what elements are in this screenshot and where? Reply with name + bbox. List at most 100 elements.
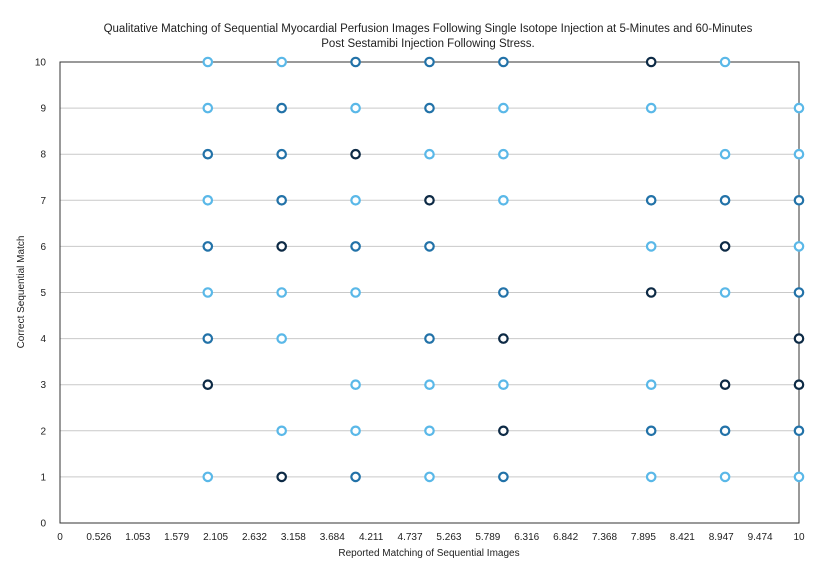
data-point (719, 471, 731, 483)
x-tick-label: 2.632 (242, 532, 267, 543)
data-point (719, 379, 731, 390)
y-tick-label: 6 (40, 242, 46, 253)
data-point (719, 195, 731, 206)
x-tick-label: 1.579 (164, 532, 189, 543)
data-point (276, 287, 287, 298)
y-tick-label: 2 (40, 426, 46, 437)
x-tick-label: 5.263 (436, 532, 461, 543)
data-point (276, 56, 287, 68)
x-tick-label: 8.421 (670, 532, 695, 543)
x-tick-label: 5.789 (475, 532, 500, 543)
x-tick-label: 0 (57, 532, 63, 543)
data-point (645, 287, 657, 298)
x-tick-label: 4.737 (398, 532, 423, 543)
data-point (424, 102, 435, 114)
data-point (276, 241, 287, 252)
data-point (202, 471, 214, 483)
data-point (202, 195, 214, 206)
x-tick-label: 6.842 (553, 532, 578, 543)
data-point (793, 241, 805, 252)
data-point (350, 148, 361, 160)
data-point (424, 333, 435, 344)
data-point (350, 425, 361, 437)
data-point (645, 425, 657, 437)
data-point (719, 148, 731, 160)
data-point (793, 425, 805, 437)
data-point (793, 287, 805, 298)
data-point (719, 241, 731, 252)
data-point (645, 471, 657, 483)
data-point (719, 287, 731, 298)
y-tick-label: 1 (40, 472, 46, 483)
x-tick-label: 3.158 (281, 532, 306, 543)
data-point (719, 425, 731, 437)
data-point (793, 333, 805, 344)
data-point (350, 287, 361, 298)
x-tick-label: 1.053 (125, 532, 150, 543)
data-point (276, 102, 287, 114)
y-tick-label: 4 (40, 334, 46, 345)
data-point (350, 471, 361, 483)
data-point (498, 425, 509, 437)
y-tick-label: 10 (35, 58, 47, 69)
x-tick-label: 0.526 (86, 532, 111, 543)
data-point (202, 102, 214, 114)
x-tick-label: 8.947 (709, 532, 734, 543)
data-point (202, 379, 214, 390)
data-point (645, 379, 657, 390)
data-point (498, 333, 509, 344)
chart-title-line-1: Qualitative Matching of Sequential Myoca… (104, 23, 753, 35)
chart-title-line-2: Post Sestamibi Injection Following Stres… (321, 38, 534, 50)
data-point (350, 195, 361, 206)
data-point (645, 241, 657, 252)
data-point (498, 471, 509, 483)
data-point (424, 425, 435, 437)
y-tick-label: 0 (40, 519, 46, 530)
data-point (276, 148, 287, 160)
grid-lines (60, 107, 799, 478)
data-point (424, 148, 435, 160)
data-point (424, 56, 435, 68)
data-point (645, 102, 657, 114)
data-point (202, 241, 214, 252)
y-tick-labels: 0 1 2 3 4 5 6 7 8 9 10 (35, 58, 47, 530)
y-tick-label: 8 (40, 150, 46, 161)
data-point (350, 56, 361, 68)
data-point (498, 56, 509, 68)
y-axis-label: Correct Sequential Match (16, 236, 27, 349)
data-point (276, 425, 287, 437)
data-points (202, 56, 805, 483)
data-point (645, 56, 657, 68)
data-point (719, 56, 731, 68)
data-point (202, 287, 214, 298)
data-point (276, 471, 287, 483)
data-point (424, 379, 435, 390)
data-point (202, 148, 214, 160)
data-point (424, 195, 435, 206)
data-point (645, 195, 657, 206)
data-point (498, 195, 509, 206)
x-tick-label: 7.368 (592, 532, 617, 543)
x-tick-labels: 0 0.526 1.053 1.579 2.105 2.632 3.158 3.684 4.21… (57, 532, 805, 543)
data-point (793, 195, 805, 206)
data-point (424, 241, 435, 252)
data-point (202, 333, 214, 344)
data-point (424, 471, 435, 483)
data-point (793, 148, 805, 160)
data-point (350, 241, 361, 252)
data-point (498, 287, 509, 298)
data-point (276, 195, 287, 206)
x-tick-label: 9.474 (748, 532, 773, 543)
x-tick-label: 2.105 (203, 532, 228, 543)
data-point (793, 379, 805, 390)
data-point (498, 148, 509, 160)
data-point (276, 333, 287, 344)
data-point (498, 102, 509, 114)
data-point (498, 379, 509, 390)
x-tick-label: 6.316 (514, 532, 539, 543)
y-tick-label: 9 (40, 104, 46, 115)
data-point (350, 379, 361, 390)
data-point (350, 102, 361, 114)
data-point (793, 471, 805, 483)
